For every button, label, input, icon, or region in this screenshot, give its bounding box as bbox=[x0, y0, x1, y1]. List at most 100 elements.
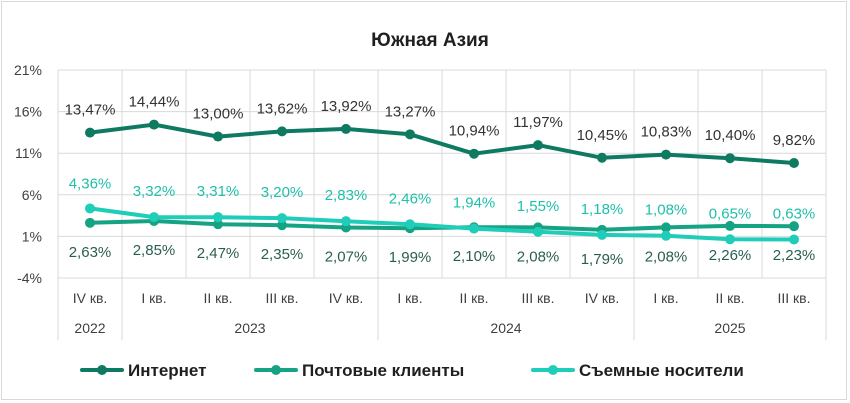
data-label: 13,00% bbox=[193, 106, 244, 123]
legend-marker bbox=[271, 365, 281, 375]
data-label: 0,63% bbox=[773, 205, 816, 222]
x-tick-label: I кв. bbox=[653, 290, 678, 306]
data-label: 2,63% bbox=[69, 244, 112, 261]
x-tick-label: IV кв. bbox=[329, 290, 364, 306]
data-label: 2,26% bbox=[709, 247, 752, 264]
x-tick-label: III кв. bbox=[521, 290, 554, 306]
x-tick-label: II кв. bbox=[459, 290, 488, 306]
gridlines bbox=[57, 69, 827, 279]
x-tick-label: II кв. bbox=[203, 290, 232, 306]
data-label: 2,08% bbox=[645, 248, 688, 265]
x-tick-label: III кв. bbox=[265, 290, 298, 306]
data-label: 13,47% bbox=[65, 102, 116, 119]
series-line bbox=[88, 122, 796, 165]
data-point bbox=[661, 230, 671, 241]
data-label: 1,18% bbox=[581, 201, 624, 218]
data-label: 2,85% bbox=[133, 242, 176, 259]
data-label: 2,83% bbox=[325, 187, 368, 204]
data-label: 3,32% bbox=[133, 183, 176, 200]
data-point bbox=[85, 127, 95, 138]
data-point bbox=[789, 234, 799, 245]
data-point bbox=[405, 129, 415, 140]
year-label: 2024 bbox=[490, 320, 521, 336]
data-point bbox=[469, 223, 479, 234]
data-label: 10,94% bbox=[449, 123, 500, 140]
data-point bbox=[213, 131, 223, 142]
data-label: 1,55% bbox=[517, 198, 560, 215]
data-point bbox=[85, 203, 95, 214]
data-point bbox=[341, 216, 351, 227]
data-point bbox=[725, 153, 735, 164]
legend-marker bbox=[97, 365, 107, 375]
data-point bbox=[533, 140, 543, 151]
data-label: 10,45% bbox=[577, 127, 628, 144]
data-point bbox=[725, 234, 735, 245]
year-label: 2022 bbox=[74, 320, 105, 336]
data-labels: 13,47% 14,44% 13,00% 13,62% 13,92% 13,27% 10,9… bbox=[65, 94, 816, 268]
data-point bbox=[277, 213, 287, 224]
data-label: 1,99% bbox=[389, 249, 432, 266]
x-axis: IV кв. I кв. II кв. III кв. IV кв. I кв. II кв… bbox=[57, 278, 827, 340]
y-tick-label: 1% bbox=[22, 228, 42, 244]
legend: Интернет Почтовые клиенты Съемные носители bbox=[80, 361, 744, 380]
data-label: 13,62% bbox=[257, 100, 308, 117]
data-label: 2,35% bbox=[261, 246, 304, 263]
data-label: 9,82% bbox=[773, 132, 816, 149]
data-point bbox=[597, 229, 607, 240]
x-tick-label: IV кв. bbox=[73, 290, 108, 306]
x-tick-label: III кв. bbox=[777, 290, 810, 306]
legend-label: Съемные носители bbox=[579, 361, 744, 380]
data-label: 13,27% bbox=[385, 103, 436, 120]
data-point bbox=[85, 217, 95, 228]
legend-marker bbox=[548, 365, 558, 375]
x-tick-label: I кв. bbox=[141, 290, 166, 306]
data-label: 14,44% bbox=[129, 94, 180, 111]
data-label: 10,83% bbox=[641, 124, 692, 141]
data-point bbox=[213, 219, 223, 230]
data-label: 0,65% bbox=[709, 205, 752, 222]
x-tick-label: I кв. bbox=[397, 290, 422, 306]
year-label: 2023 bbox=[234, 320, 265, 336]
data-label: 2,23% bbox=[773, 247, 816, 264]
data-point bbox=[277, 126, 287, 137]
data-label: 2,08% bbox=[517, 248, 560, 265]
data-point bbox=[661, 149, 671, 160]
data-label: 2,10% bbox=[453, 248, 496, 265]
y-tick-label: 11% bbox=[15, 145, 42, 161]
data-point bbox=[789, 158, 799, 169]
data-label: 1,79% bbox=[581, 251, 624, 268]
data-label: 1,94% bbox=[453, 195, 496, 212]
data-point bbox=[597, 152, 607, 163]
data-label: 11,97% bbox=[513, 114, 563, 131]
year-label: 2025 bbox=[714, 320, 745, 336]
data-point bbox=[725, 220, 735, 231]
data-label: 2,07% bbox=[325, 248, 368, 265]
data-point bbox=[341, 123, 351, 134]
series-line bbox=[88, 206, 796, 242]
data-label: 4,36% bbox=[69, 175, 112, 192]
y-tick-label: -4% bbox=[17, 270, 42, 286]
y-axis: 21% 16% 11% 6% 1% -4% bbox=[14, 62, 42, 286]
y-tick-label: 6% bbox=[22, 187, 42, 203]
data-point bbox=[789, 221, 799, 232]
data-label: 3,31% bbox=[197, 183, 240, 200]
data-point bbox=[149, 212, 159, 223]
legend-label: Интернет bbox=[128, 361, 206, 380]
chart-title: Южная Азия bbox=[371, 30, 489, 51]
data-point bbox=[149, 119, 159, 130]
data-label: 10,40% bbox=[705, 127, 756, 144]
data-point bbox=[213, 212, 223, 223]
data-label: 2,46% bbox=[389, 190, 432, 207]
data-label: 3,20% bbox=[261, 184, 304, 201]
x-tick-label: II кв. bbox=[715, 290, 744, 306]
data-point bbox=[277, 220, 287, 231]
data-label: 13,92% bbox=[321, 98, 372, 115]
data-point bbox=[533, 226, 543, 237]
y-tick-label: 16% bbox=[14, 104, 42, 120]
data-point bbox=[405, 219, 415, 230]
data-point bbox=[469, 148, 479, 159]
data-point bbox=[661, 222, 671, 233]
y-tick-label: 21% bbox=[14, 62, 42, 78]
